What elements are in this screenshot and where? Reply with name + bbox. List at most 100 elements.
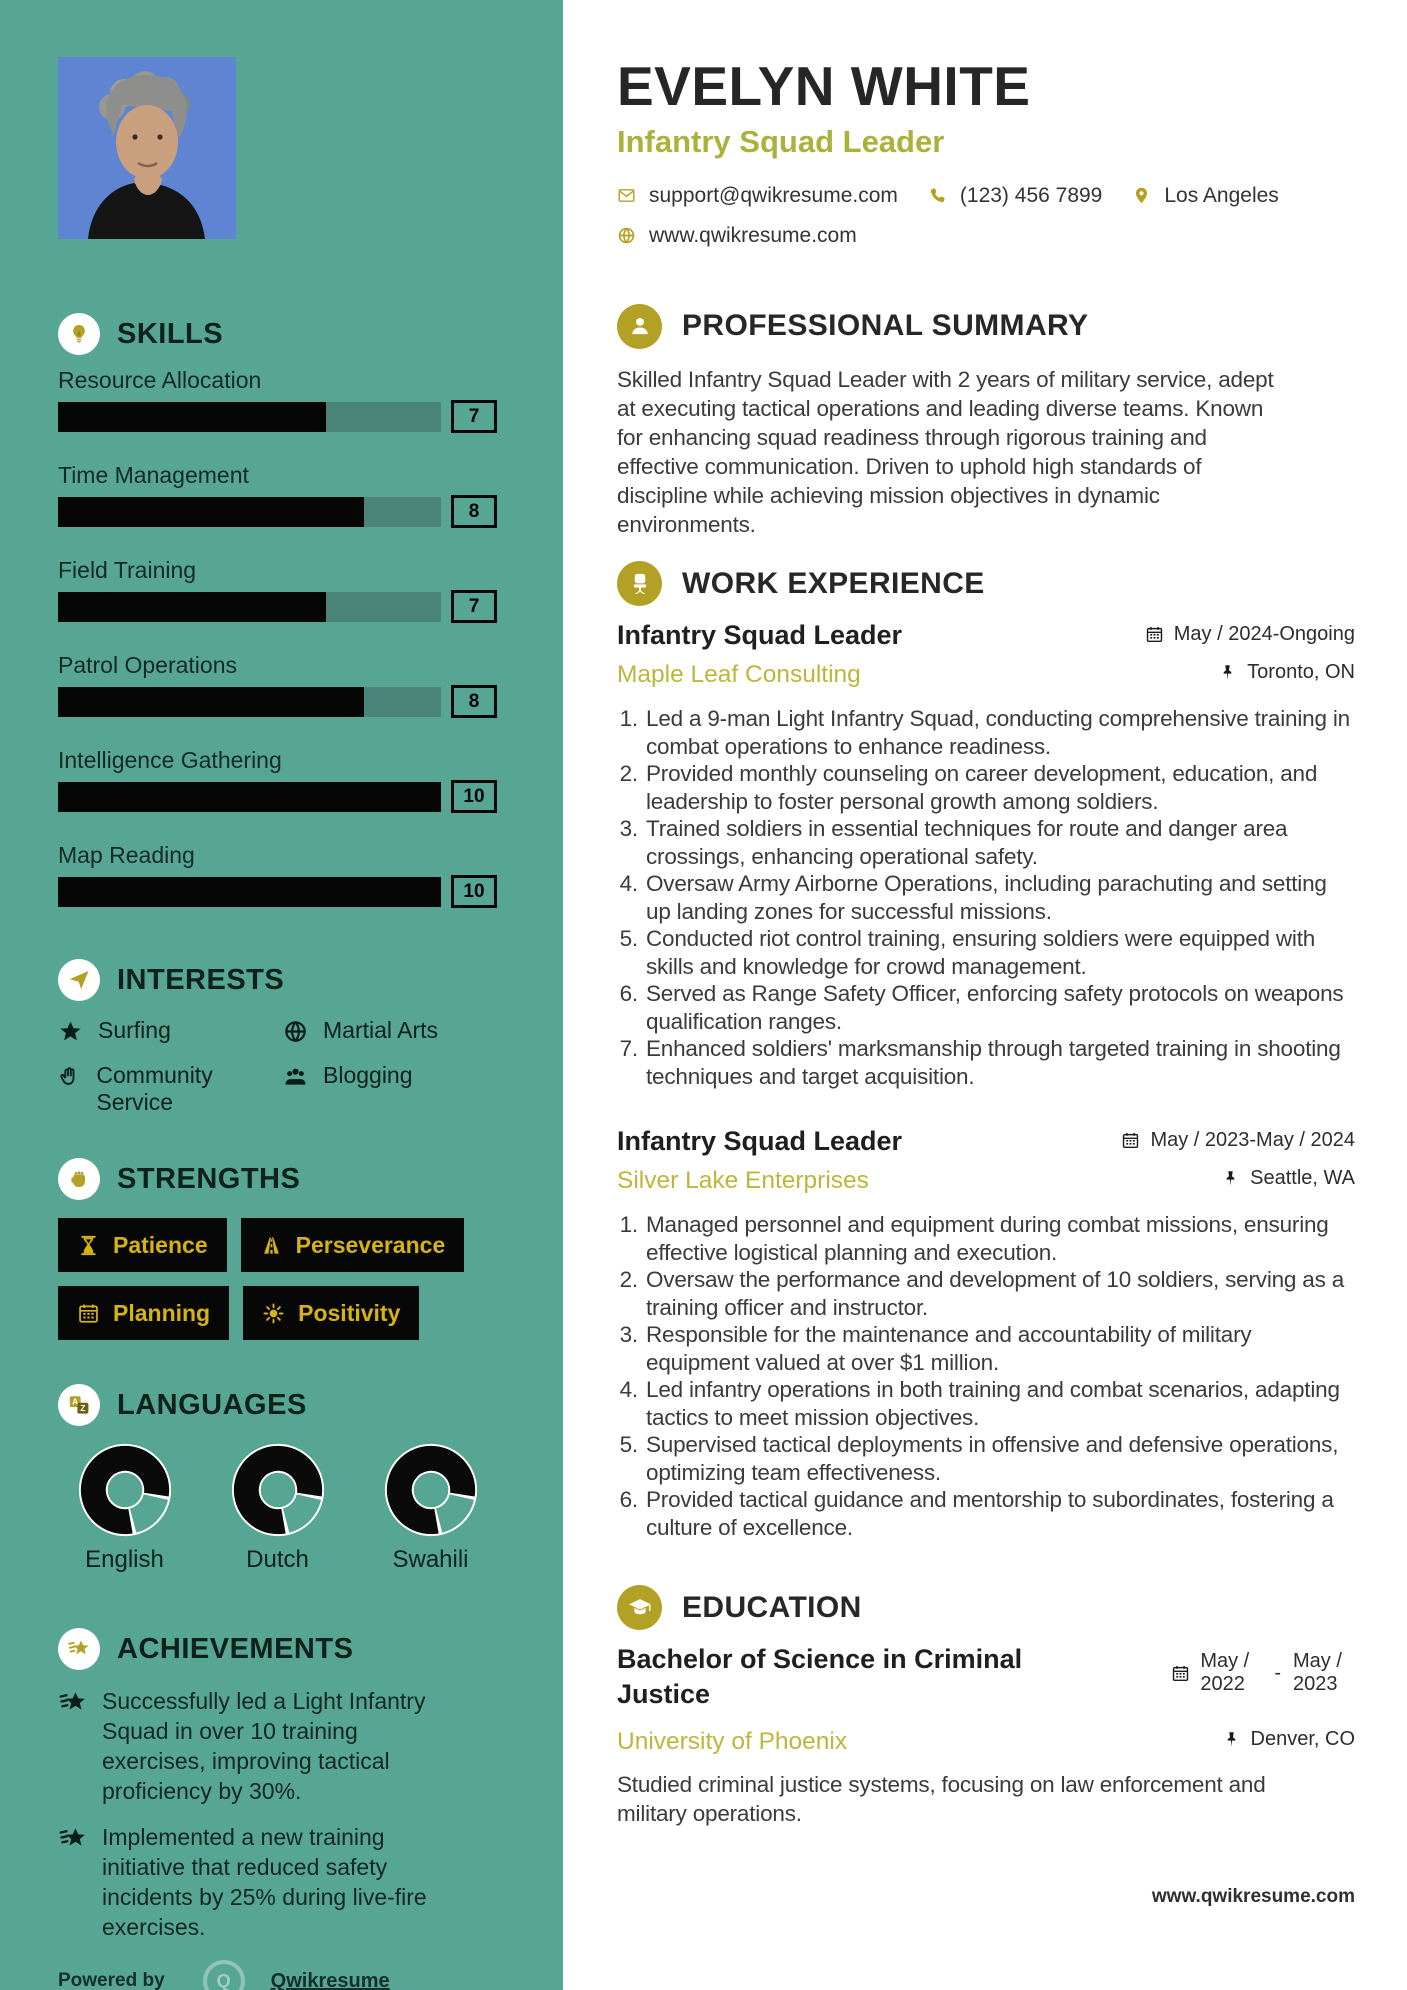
skill-bar: 8 (58, 685, 497, 718)
skill-bar-fill (58, 782, 441, 812)
skill-bar-fill (58, 497, 365, 527)
language-donut-chart (230, 1442, 326, 1538)
achievement-text: Implemented a new training initiative th… (102, 1824, 427, 1940)
job-bullet: Supervised tactical deployments in offen… (644, 1431, 1355, 1486)
candidate-role: Infantry Squad Leader (617, 123, 945, 159)
experience-entry: Infantry Squad Leader May / 2023-May / 2… (617, 1126, 1355, 1541)
experience-title: WORK EXPERIENCE (682, 566, 985, 600)
job-location: Seattle, WA (1221, 1167, 1355, 1190)
road-icon (260, 1234, 283, 1257)
strengths-title: STRENGTHS (117, 1162, 301, 1195)
skill-row: Map Reading 10 (58, 842, 497, 908)
achievements-title: ACHIEVEMENTS (117, 1632, 354, 1665)
achievements-section: ACHIEVEMENTS Successfully led a Light In… (58, 1628, 497, 1942)
job-bullet: Oversaw the performance and development … (644, 1266, 1355, 1321)
skill-bar-track (58, 687, 441, 717)
gradcap-icon (627, 1595, 653, 1621)
phone-icon (928, 186, 947, 205)
achievement-text: Successfully led a Light Infantry Squad … (102, 1688, 426, 1804)
job-bullet: Enhanced soldiers' marksmanship through … (644, 1035, 1355, 1090)
powered-by: Powered by Q Qwikresume (58, 1960, 497, 1990)
skill-bar-fill (58, 402, 327, 432)
bulb-icon (67, 322, 91, 346)
tack-icon (1218, 663, 1237, 682)
skill-value-badge: 10 (451, 780, 497, 813)
skill-value-badge: 8 (451, 495, 497, 528)
education-date-start: May / 2022 (1200, 1650, 1250, 1696)
qwikresume-logo: Q (202, 1960, 245, 1990)
interest-label: Martial Arts (323, 1017, 439, 1043)
calendar-icon (1171, 1664, 1190, 1683)
sidebar: SKILLS Resource Allocation 7 Time Manage… (0, 0, 563, 1990)
fist-icon (67, 1167, 91, 1191)
qwikresume-link[interactable]: Qwikresume (270, 1969, 390, 1990)
phone-contact[interactable]: (123) 456 7899 (928, 184, 1102, 208)
skill-bar-fill (58, 687, 365, 717)
job-location-text: Toronto, ON (1247, 661, 1355, 684)
interest-label: Community Service (96, 1062, 213, 1115)
lightbulb-icon (58, 313, 100, 355)
job-bullet: Managed personnel and equipment during c… (644, 1211, 1355, 1266)
job-bullet: Oversaw Army Airborne Operations, includ… (644, 870, 1355, 925)
languages-title: LANGUAGES (117, 1388, 307, 1421)
interest-item: Community Service (58, 1062, 283, 1116)
strength-label: Planning (113, 1299, 211, 1326)
job-dates-text: May / 2023-May / 2024 (1150, 1129, 1355, 1152)
medal-star-icon (58, 1628, 100, 1670)
education-date-separator: - (1274, 1661, 1281, 1684)
main-content: EVELYN WHITE Infantry Squad Leader suppo… (563, 0, 1407, 1990)
language-label: Swahili (392, 1546, 469, 1573)
job-bullet: Served as Range Safety Officer, enforcin… (644, 980, 1355, 1035)
strength-chip: Perseverance (240, 1218, 465, 1272)
star-icon (58, 1019, 83, 1044)
job-bullet: Trained soldiers in essential techniques… (644, 815, 1355, 870)
strengths-section: STRENGTHS Patience Perseverance Planning… (58, 1158, 497, 1340)
tack-icon (1221, 1169, 1240, 1188)
fist-icon (58, 1158, 100, 1200)
website-contact[interactable]: www.qwikresume.com (617, 224, 857, 248)
strength-chip: Planning (58, 1286, 230, 1340)
skills-title: SKILLS (117, 317, 224, 350)
interests-section: INTERESTS Surfing Martial Arts Community… (58, 959, 497, 1116)
interest-label: Surfing (98, 1017, 171, 1043)
job-bullet: Led a 9-man Light Infantry Squad, conduc… (644, 705, 1355, 760)
job-location-text: Seattle, WA (1250, 1167, 1355, 1190)
svg-text:A: A (72, 1396, 78, 1406)
language-donut-chart (383, 1442, 479, 1538)
summary-section: PROFESSIONAL SUMMARY Skilled Infantry Sq… (617, 303, 1355, 539)
interest-item: Blogging (283, 1062, 497, 1116)
tack-icon (1222, 1730, 1241, 1749)
job-company: Maple Leaf Consulting (617, 661, 861, 689)
summary-text: Skilled Infantry Squad Leader with 2 yea… (617, 366, 1274, 537)
contact-row-2: www.qwikresume.com (617, 224, 1355, 248)
skill-bar-track (58, 592, 441, 622)
footer-website[interactable]: www.qwikresume.com (1151, 1886, 1355, 1908)
shooting-star-icon (58, 1688, 88, 1718)
strengths-list: Patience Perseverance Planning Positivit… (58, 1218, 497, 1340)
strength-label: Perseverance (295, 1231, 446, 1258)
language-item: Swahili (364, 1442, 497, 1574)
skill-bar-fill (58, 877, 441, 907)
skill-row: Field Training 7 (58, 557, 497, 623)
globe-icon (283, 1019, 308, 1044)
website-text: www.qwikresume.com (649, 223, 857, 247)
users-icon (283, 1064, 308, 1089)
email-contact[interactable]: support@qwikresume.com (617, 184, 898, 208)
skill-label: Resource Allocation (58, 367, 262, 393)
skill-row: Patrol Operations 8 (58, 652, 497, 718)
experience-entry: Infantry Squad Leader May / 2024-Ongoing… (617, 620, 1355, 1090)
svg-text:Z: Z (80, 1403, 85, 1413)
sun-icon (262, 1302, 285, 1325)
paper-plane-icon (58, 959, 100, 1001)
powered-by-label: Powered by (58, 1970, 165, 1990)
strength-chip: Positivity (243, 1286, 420, 1340)
achievements-list: Successfully led a Light Infantry Squad … (58, 1686, 497, 1942)
skill-bar-track (58, 497, 441, 527)
education-description: Studied criminal justice systems, focusi… (617, 1772, 1266, 1827)
skills-section: SKILLS Resource Allocation 7 Time Manage… (58, 313, 497, 908)
skill-label: Patrol Operations (58, 652, 237, 678)
profile-photo (58, 57, 236, 239)
email-text: support@qwikresume.com (649, 183, 898, 207)
job-dates: May / 2023-May / 2024 (1121, 1129, 1355, 1152)
